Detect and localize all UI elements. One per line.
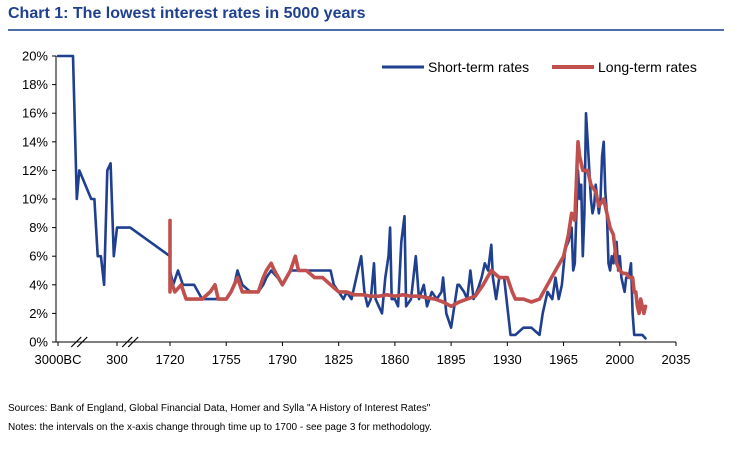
sources-note: Sources: Bank of England, Global Financi… — [8, 403, 431, 414]
x-tick-label: 1895 — [437, 352, 466, 367]
y-tick-label: 2% — [29, 306, 48, 321]
y-tick-label: 20% — [22, 49, 48, 64]
x-tick-label: 1860 — [380, 352, 409, 367]
x-axis: 3000BC 300 1720 1755 1790 1825 1860 1895 1930 196… — [35, 336, 691, 367]
x-tick-label: 1965 — [549, 352, 578, 367]
methodology-note: Notes: the intervals on the x-axis chang… — [8, 422, 432, 433]
title-divider — [8, 29, 724, 31]
axis-break-mark — [121, 336, 133, 348]
y-tick-label: 8% — [29, 220, 48, 235]
series-layer — [56, 54, 648, 340]
y-tick-label: 6% — [29, 249, 48, 264]
y-tick-label: 10% — [22, 192, 48, 207]
y-tick-label: 18% — [22, 77, 48, 92]
axis-break-mark — [70, 336, 82, 348]
x-tick-label: 1755 — [212, 352, 241, 367]
x-tick-label: 300 — [106, 352, 128, 367]
legend-label-long-term: Long-term rates — [598, 59, 697, 75]
x-tick-label: 1930 — [493, 352, 522, 367]
x-tick-label: 1790 — [268, 352, 297, 367]
short-term-rates-line — [56, 54, 647, 340]
chart-title: Chart 1: The lowest interest rates in 50… — [8, 5, 366, 22]
axis-break-mark — [127, 336, 139, 348]
y-tick-label: 0% — [29, 335, 48, 350]
y-tick-label: 14% — [22, 134, 48, 149]
y-axis: 0% 2% 4% 6% 8% 10% 12% 14% 16% 18% 20% — [22, 49, 57, 350]
y-tick-label: 16% — [22, 106, 48, 121]
x-tick-label: 2035 — [662, 352, 691, 367]
legend-label-short-term: Short-term rates — [428, 59, 529, 75]
x-tick-label: 2000 — [605, 352, 634, 367]
axis-break-mark — [76, 336, 88, 348]
x-tick-label: 3000BC — [35, 352, 82, 367]
legend: Short-term rates Long-term rates — [382, 59, 697, 75]
long-term-rates-line — [168, 140, 648, 316]
x-tick-label: 1720 — [156, 352, 185, 367]
interest-rate-chart: 0% 2% 4% 6% 8% 10% 12% 14% 16% 18% 20% 3000BC 300 17… — [22, 49, 697, 368]
x-tick-label: 1825 — [324, 352, 353, 367]
y-tick-label: 4% — [29, 277, 48, 292]
y-tick-label: 12% — [22, 163, 48, 178]
